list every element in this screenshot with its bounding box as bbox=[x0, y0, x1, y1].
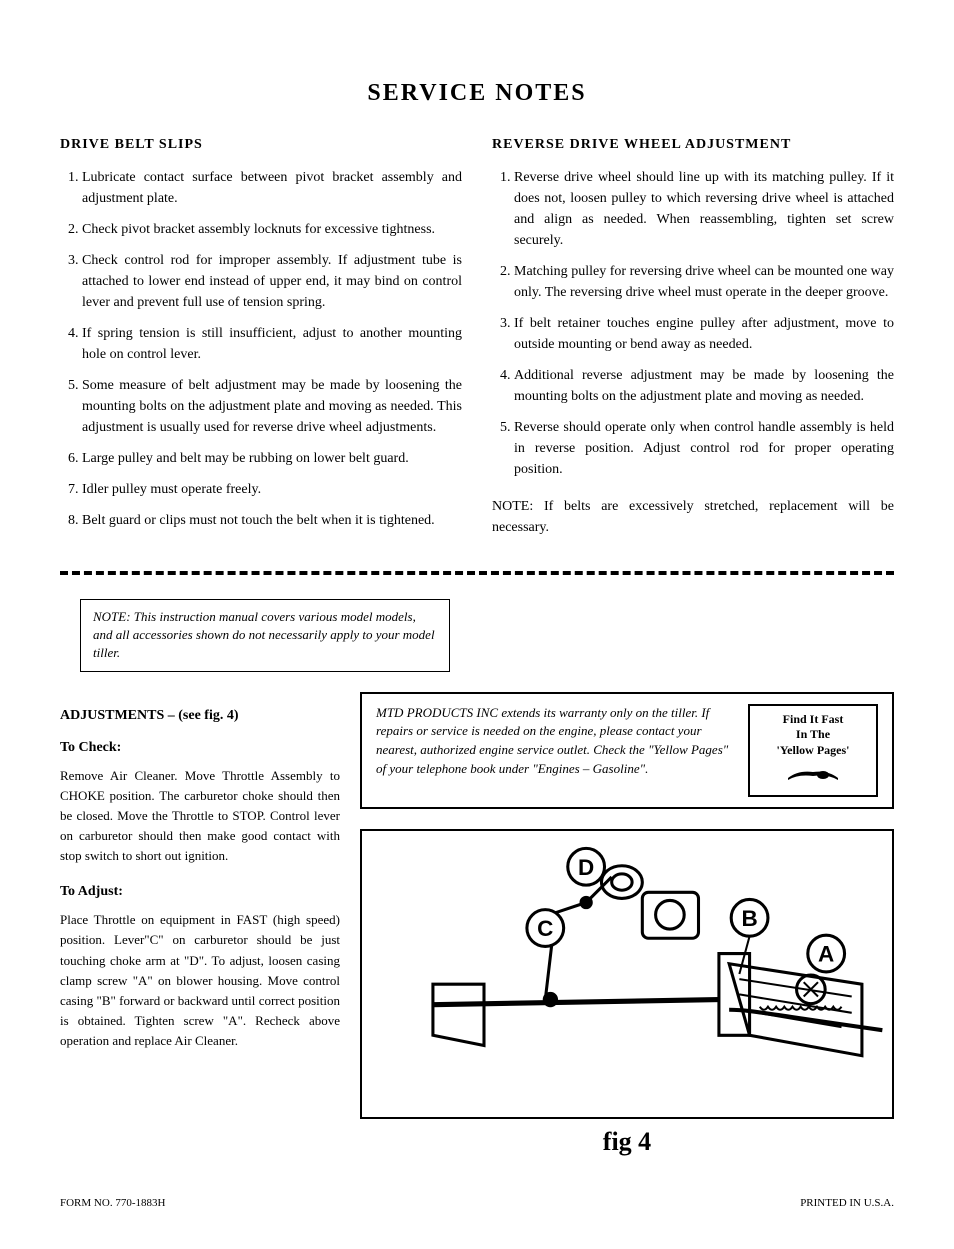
list-item: Check pivot bracket assembly locknuts fo… bbox=[82, 219, 462, 240]
to-check-heading: To Check: bbox=[60, 740, 340, 756]
diagram-svg: A B C D bbox=[362, 831, 892, 1117]
right-column: REVERSE DRIVE WHEEL ADJUSTMENT Reverse d… bbox=[492, 137, 894, 541]
to-adjust-text: Place Throttle on equipment in FAST (hig… bbox=[60, 910, 340, 1051]
diagram-label-a: A bbox=[818, 942, 834, 967]
to-check-text: Remove Air Cleaner. Move Throttle Assemb… bbox=[60, 766, 340, 867]
list-item: Lubricate contact surface between pivot … bbox=[82, 167, 462, 209]
warranty-text: MTD PRODUCTS INC extends its warranty on… bbox=[376, 704, 740, 779]
carburetor-diagram: A B C D bbox=[360, 829, 894, 1119]
drive-belt-heading: DRIVE BELT SLIPS bbox=[60, 137, 462, 153]
list-item: Check control rod for improper assembly.… bbox=[82, 250, 462, 313]
list-item: Additional reverse adjustment may be mad… bbox=[514, 365, 894, 407]
reverse-drive-heading: REVERSE DRIVE WHEEL ADJUSTMENT bbox=[492, 137, 894, 153]
left-column: DRIVE BELT SLIPS Lubricate contact surfa… bbox=[60, 137, 462, 541]
diagram-label-c: C bbox=[537, 916, 553, 941]
list-item: If belt retainer touches engine pulley a… bbox=[514, 313, 894, 355]
list-item: Matching pulley for reversing drive whee… bbox=[514, 261, 894, 303]
yellow-pages-box: Find It Fast In The 'Yellow Pages' bbox=[748, 704, 878, 797]
lower-section: ADJUSTMENTS – (see fig. 4) To Check: Rem… bbox=[60, 692, 894, 1157]
reverse-drive-list: Reverse drive wheel should line up with … bbox=[492, 167, 894, 480]
diagram-label-b: B bbox=[741, 906, 757, 931]
page-footer: FORM NO. 770-1883H PRINTED IN U.S.A. bbox=[60, 1197, 894, 1209]
service-notes-columns: DRIVE BELT SLIPS Lubricate contact surfa… bbox=[60, 137, 894, 541]
list-item: Idler pulley must operate freely. bbox=[82, 479, 462, 500]
form-number: FORM NO. 770-1883H bbox=[60, 1197, 165, 1209]
adjustments-text-column: ADJUSTMENTS – (see fig. 4) To Check: Rem… bbox=[60, 692, 340, 1157]
yp-line2: In The bbox=[758, 727, 868, 743]
book-icon bbox=[783, 760, 843, 784]
belts-note: NOTE: If belts are excessively stretched… bbox=[492, 496, 894, 538]
figure-label: fig 4 bbox=[360, 1127, 894, 1157]
list-item: If spring tension is still insufficient,… bbox=[82, 323, 462, 365]
list-item: Reverse should operate only when control… bbox=[514, 417, 894, 480]
to-adjust-heading: To Adjust: bbox=[60, 884, 340, 900]
adjustments-heading: ADJUSTMENTS – (see fig. 4) bbox=[60, 708, 340, 724]
dashed-divider bbox=[60, 571, 894, 575]
list-item: Reverse drive wheel should line up with … bbox=[514, 167, 894, 251]
list-item: Belt guard or clips must not touch the b… bbox=[82, 510, 462, 531]
manual-note-box: NOTE: This instruction manual covers var… bbox=[80, 599, 450, 672]
yp-line1: Find It Fast bbox=[758, 712, 868, 728]
list-item: Large pulley and belt may be rubbing on … bbox=[82, 448, 462, 469]
printed-in: PRINTED IN U.S.A. bbox=[800, 1197, 894, 1209]
yp-line3: 'Yellow Pages' bbox=[758, 743, 868, 759]
drive-belt-list: Lubricate contact surface between pivot … bbox=[60, 167, 462, 531]
diagram-column: MTD PRODUCTS INC extends its warranty on… bbox=[360, 692, 894, 1157]
warranty-box: MTD PRODUCTS INC extends its warranty on… bbox=[360, 692, 894, 809]
list-item: Some measure of belt adjustment may be m… bbox=[82, 375, 462, 438]
diagram-label-d: D bbox=[578, 855, 594, 880]
page-title: SERVICE NOTES bbox=[60, 80, 894, 107]
